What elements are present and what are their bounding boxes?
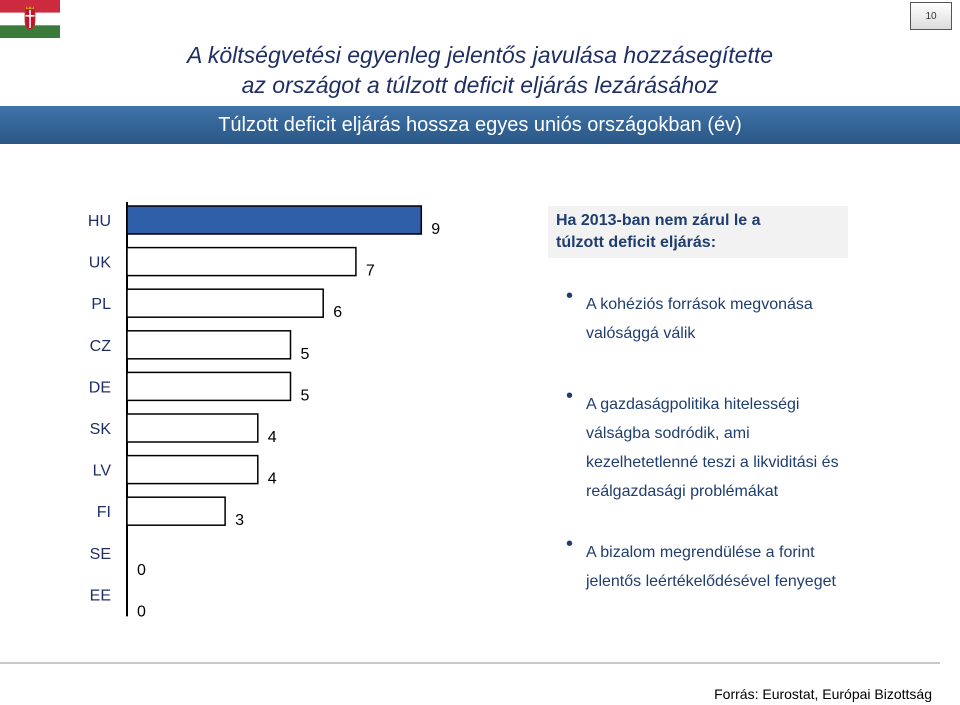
category-label: HU bbox=[88, 213, 111, 230]
title-line-1: A költségvetési egyenleg jelentős javulá… bbox=[186, 42, 774, 68]
category-label: EE bbox=[90, 587, 111, 604]
bullet-3-line-2: jelentős leértékelődésével fenyeget bbox=[586, 573, 836, 590]
bullet-2-line-3: kezelhetetlenné teszi a likviditási és bbox=[586, 454, 839, 471]
bullet-1-line-2: valósággá válik bbox=[586, 325, 696, 342]
category-label: UK bbox=[89, 255, 112, 272]
value-label: 4 bbox=[268, 471, 277, 488]
bar-lv bbox=[126, 454, 259, 485]
flag-green-stripe bbox=[0, 25, 60, 38]
bullet-dot-icon: • bbox=[566, 385, 574, 407]
bullet-item-3: • A bizalom megrendülése a forint jelent… bbox=[566, 533, 836, 596]
value-label: 0 bbox=[137, 562, 146, 579]
coat-of-arms-icon bbox=[24, 6, 36, 31]
category-label: PL bbox=[91, 296, 111, 313]
bullet-3-line-1: A bizalom megrendülése a forint bbox=[586, 544, 815, 561]
bullet-dot-icon: • bbox=[566, 285, 574, 307]
value-label: 5 bbox=[301, 346, 310, 363]
value-label: 3 bbox=[235, 512, 244, 529]
bullet-item-1: • A kohéziós források megvonása valóságg… bbox=[566, 285, 813, 348]
panel-heading: Ha 2013-ban nem zárul le a túlzott defic… bbox=[548, 206, 848, 258]
bullet-1-line-1: A kohéziós források megvonása bbox=[586, 296, 813, 313]
category-label: SE bbox=[90, 546, 111, 563]
value-label: 4 bbox=[268, 429, 277, 446]
bar-cz bbox=[126, 330, 292, 360]
source-note: Forrás: Eurostat, Európai Bizottság bbox=[714, 686, 932, 702]
bullet-2-line-4: reálgazdasági problémákat bbox=[586, 483, 779, 500]
category-label: CZ bbox=[90, 338, 112, 355]
value-label: 6 bbox=[333, 304, 342, 321]
bar-de bbox=[126, 371, 292, 402]
footer-divider bbox=[0, 662, 940, 664]
page-number-badge: 10 bbox=[910, 2, 952, 30]
bar-fi bbox=[126, 496, 226, 526]
bar-hu bbox=[126, 205, 423, 235]
category-label: DE bbox=[89, 379, 111, 396]
category-label: LV bbox=[93, 463, 112, 480]
category-label: SK bbox=[90, 421, 112, 438]
bullet-2-line-1: A gazdaságpolitika hitelességi bbox=[586, 396, 800, 413]
bar-chart: HU 9 UK 7 PL 6 CZ 5 DE 5 SK 4 LV 4 FI 3 SE 0 EE 0 bbox=[88, 202, 440, 620]
subtitle-bar: Túlzott deficit eljárás hossza egyes uni… bbox=[0, 106, 960, 144]
bullet-dot-icon: • bbox=[566, 533, 574, 555]
bar-sk bbox=[126, 413, 259, 443]
bullet-2-line-2: válságba sodródik, ami bbox=[586, 425, 750, 442]
panel-heading-line-2: túlzott deficit eljárás: bbox=[556, 234, 717, 251]
bar-uk bbox=[126, 246, 357, 277]
value-label: 0 bbox=[137, 603, 146, 620]
value-label: 5 bbox=[301, 387, 310, 404]
bar-pl bbox=[126, 288, 324, 318]
page-number: 10 bbox=[925, 10, 937, 22]
chart-subtitle: Túlzott deficit eljárás hossza egyes uni… bbox=[218, 113, 742, 136]
value-label: 9 bbox=[431, 221, 440, 238]
hungarian-flag bbox=[0, 0, 60, 38]
value-label: 7 bbox=[366, 263, 375, 280]
panel-heading-line-1: Ha 2013-ban nem zárul le a bbox=[556, 212, 761, 229]
bullet-item-2: • A gazdaságpolitika hitelességi válságb… bbox=[566, 385, 839, 506]
title-line-2: az országot a túlzott deficit eljárás le… bbox=[241, 72, 719, 98]
page-title: A költségvetési egyenleg jelentős javulá… bbox=[150, 40, 810, 100]
category-label: FI bbox=[97, 504, 111, 521]
